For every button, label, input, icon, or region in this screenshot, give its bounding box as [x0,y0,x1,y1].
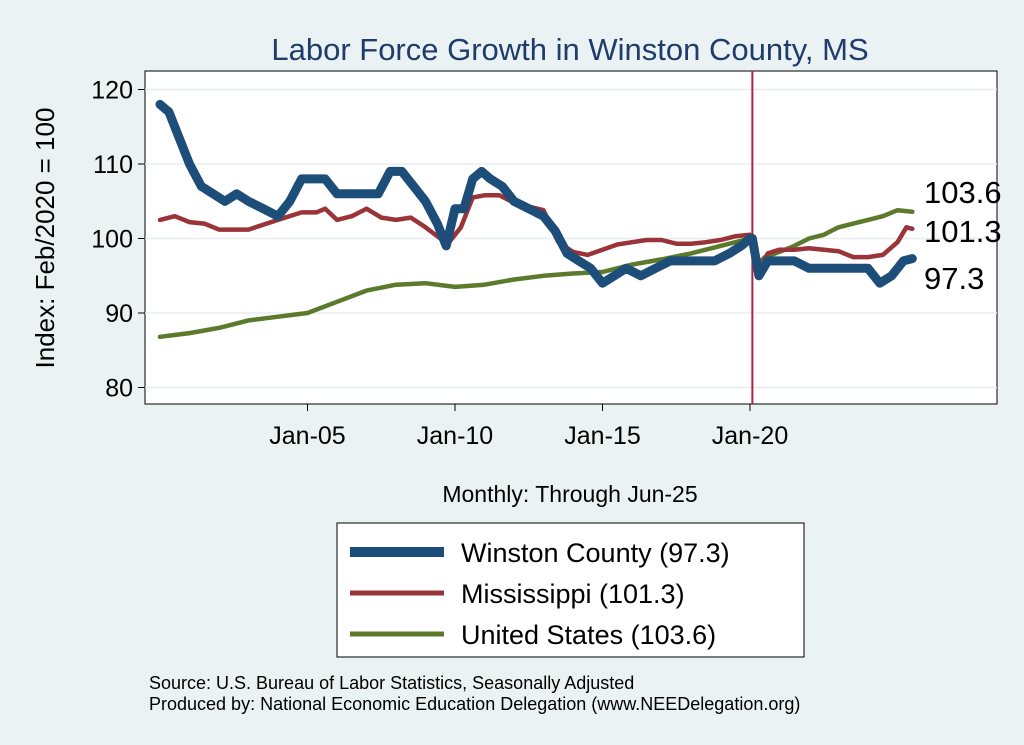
y-tick-label-3: 110 [93,151,133,179]
footer-producer: Produced by: National Economic Education… [149,694,801,714]
series-line-0 [155,99,917,288]
x-axis-title: Monthly: Through Jun-25 [442,481,697,507]
x-tick-label-2: Jan-15 [564,422,640,450]
y-tick-label-2: 100 [91,226,133,254]
footer-source: Source: U.S. Bureau of Labor Statistics,… [149,673,635,693]
y-tick-label-4: 120 [91,77,133,105]
legend-label-1: Mississippi (101.3) [461,579,685,609]
legend-label-0: Winston County (97.3) [461,538,730,568]
y-tick-label-0: 80 [105,375,133,403]
end-label-0: 97.3 [924,261,984,296]
x-axis: Jan-05 Jan-10 Jan-15 Jan-20 [269,404,788,450]
chart-title: Labor Force Growth in Winston County, MS [271,32,868,67]
end-label-1: 101.3 [924,214,1002,249]
legend: Winston County (97.3) Mississippi (101.3)… [350,538,730,650]
legend-label-2: United States (103.6) [461,620,716,650]
plot-area [144,70,998,405]
series-lines [155,99,917,340]
end-label-2: 103.6 [924,175,1002,210]
x-tick-label-1: Jan-10 [417,422,493,450]
end-labels: 97.3 101.3 103.6 [924,175,1002,296]
y-axis-title: Index: Feb/2020 = 100 [30,108,60,369]
series-line-2 [157,207,915,340]
legend-box [336,522,805,658]
grid [145,88,997,389]
y-axis: 80 90 100 110 120 [91,77,145,403]
y-tick-label-1: 90 [105,300,133,328]
x-tick-label-0: Jan-05 [269,422,345,450]
x-tick-label-3: Jan-20 [712,422,788,450]
